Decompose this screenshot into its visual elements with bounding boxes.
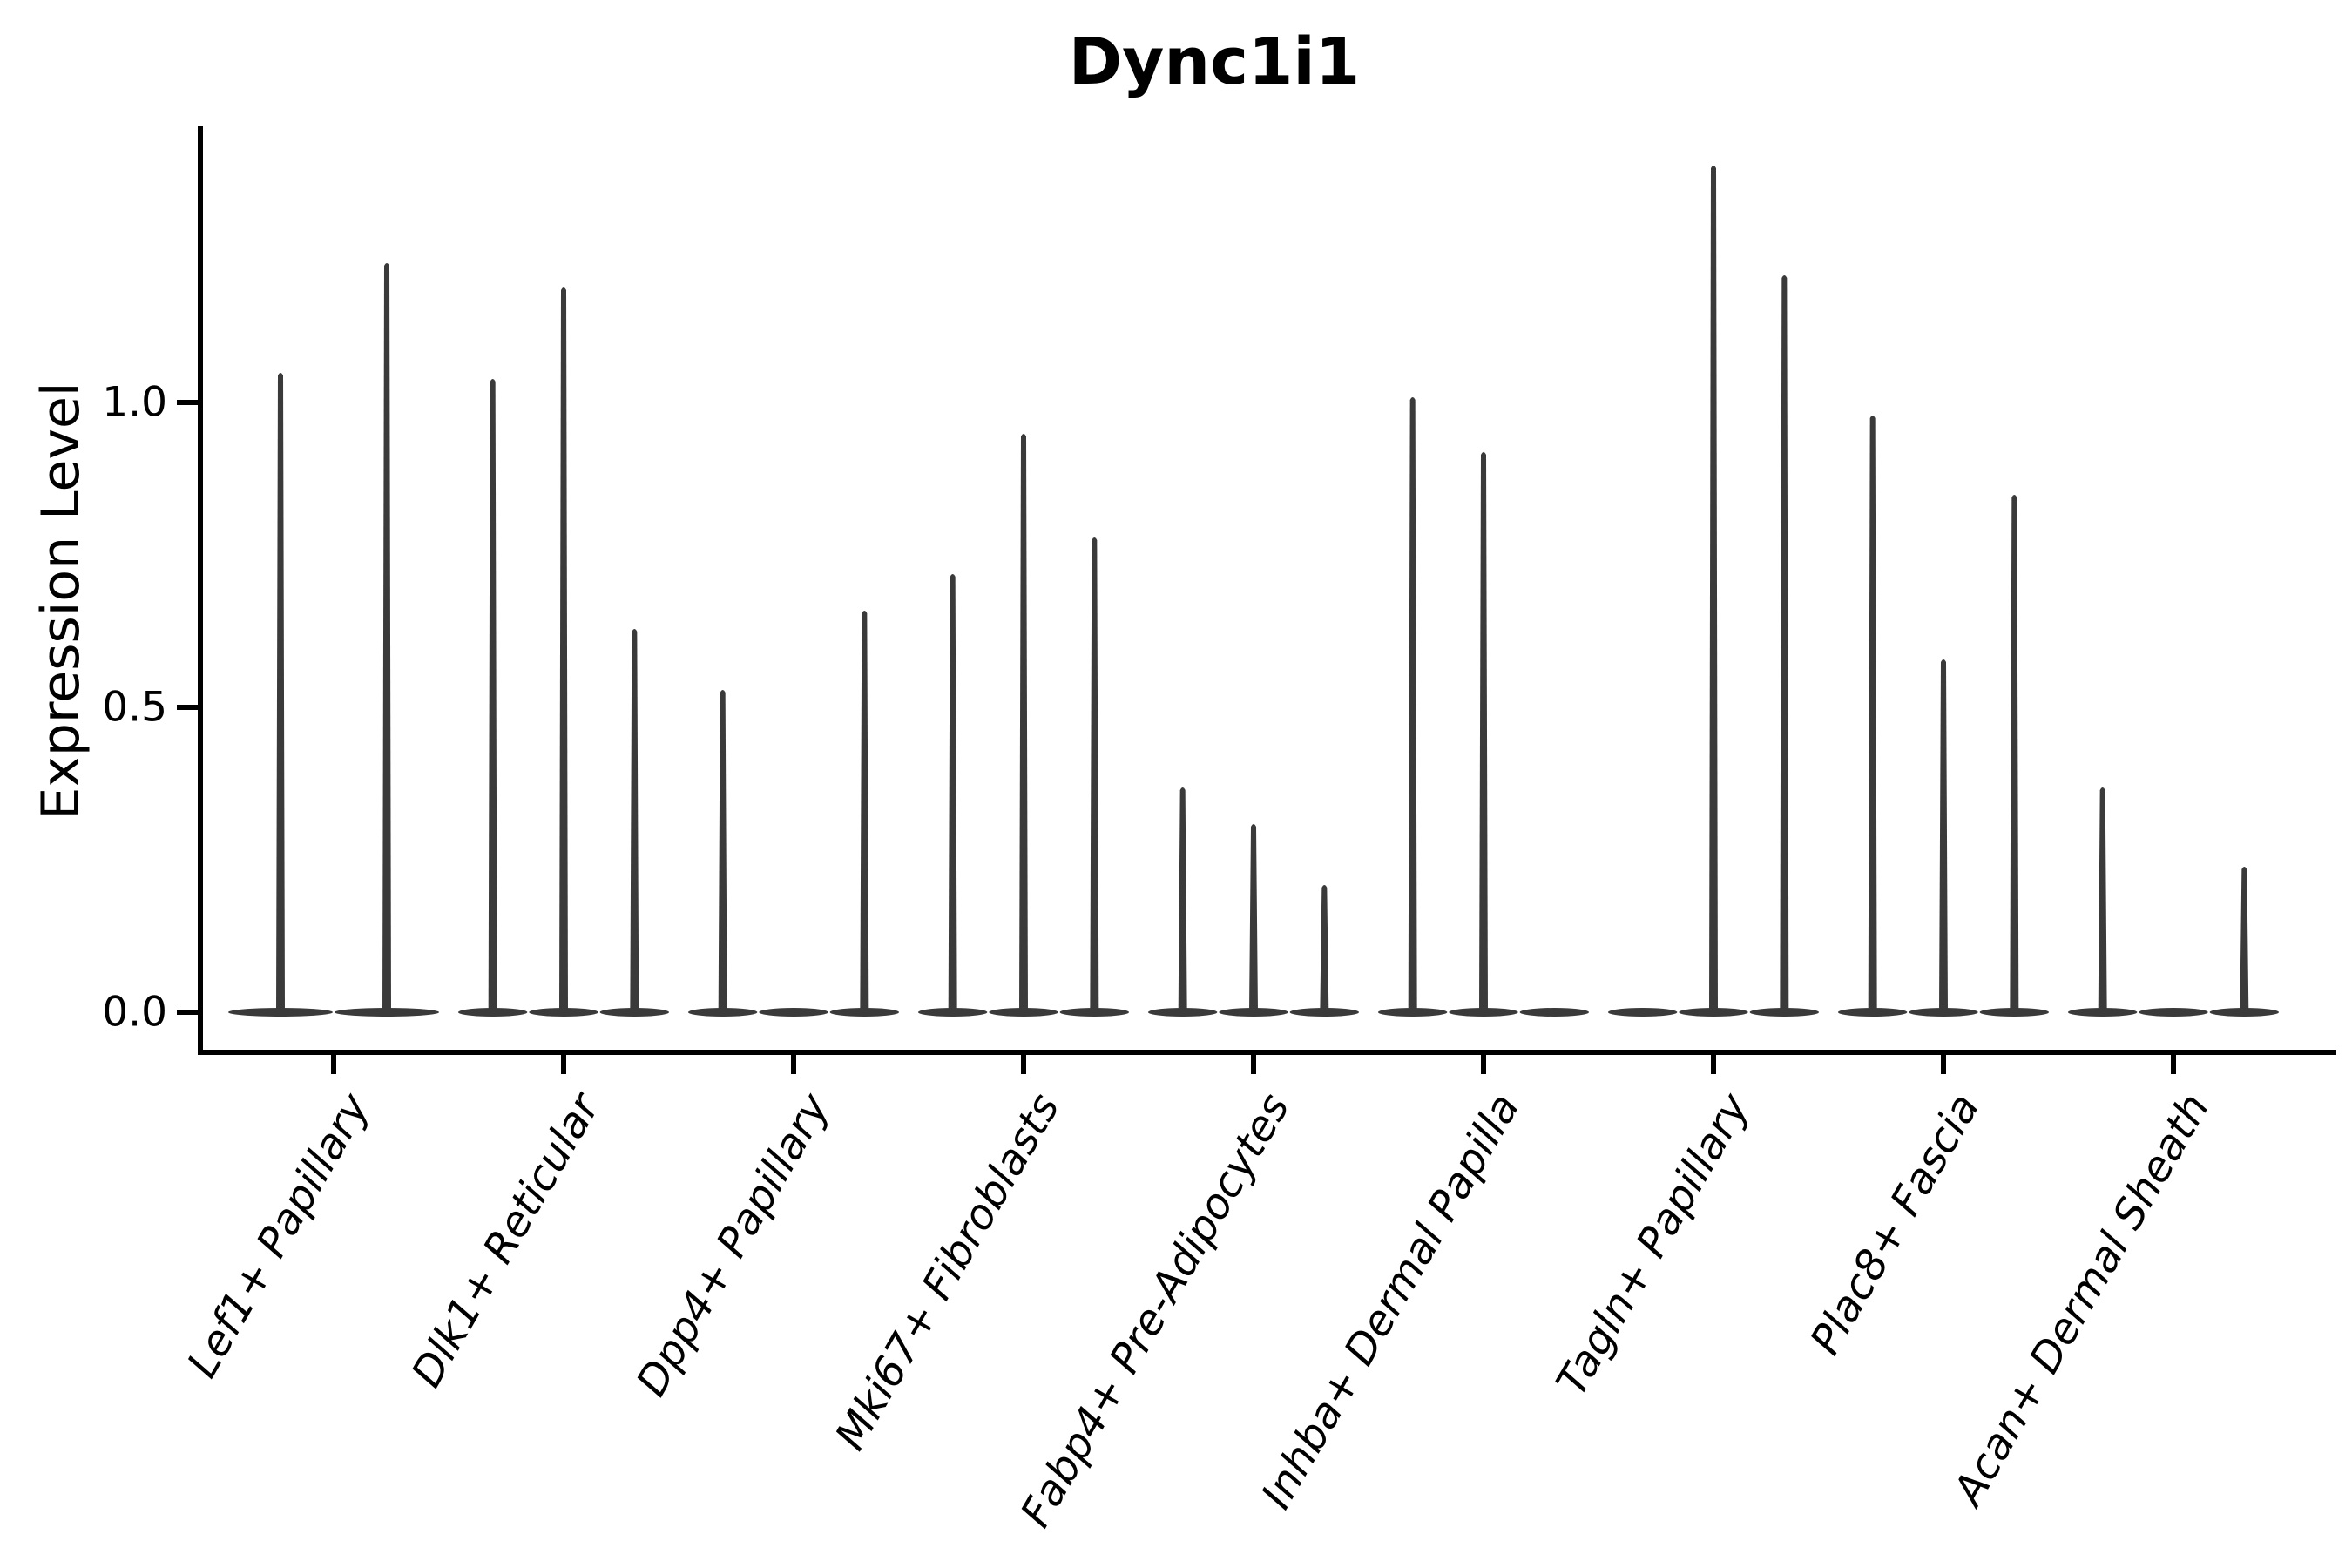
- x-tick: [791, 1055, 796, 1074]
- x-tick: [1711, 1055, 1716, 1074]
- violin-body: [1608, 1008, 1678, 1017]
- x-tick: [2171, 1055, 2176, 1074]
- violin-body: [1519, 1008, 1590, 1017]
- x-category-label: Dpp4+ Papillary: [627, 1085, 840, 1404]
- x-category-label: Acan+ Dermal Sheath: [1943, 1085, 2219, 1516]
- violin-spike: [630, 629, 639, 1012]
- violin-spike: [860, 611, 869, 1012]
- x-tick: [331, 1055, 336, 1074]
- violin-spike: [2098, 787, 2107, 1012]
- x-tick: [561, 1055, 566, 1074]
- x-category-label: Inhba+ Dermal Papilla: [1252, 1085, 1529, 1517]
- violin-spike: [1479, 452, 1488, 1012]
- violin-spike: [1178, 787, 1187, 1012]
- x-tick: [1941, 1055, 1946, 1074]
- violin-spike: [1320, 885, 1329, 1012]
- violin-body: [2139, 1008, 2208, 1017]
- y-tick-label: 1.0: [102, 379, 167, 427]
- violin-spike: [1090, 537, 1099, 1012]
- chart-title: Dync1i1: [1068, 24, 1361, 99]
- y-tick: [177, 705, 198, 710]
- violin-spike: [1780, 275, 1789, 1012]
- y-tick-label: 0.5: [102, 684, 167, 732]
- violin-spike: [1709, 166, 1718, 1012]
- violin-spike: [2010, 495, 2019, 1012]
- violin-spike: [276, 373, 285, 1012]
- x-category-label: Tagln+ Papillary: [1547, 1085, 1760, 1403]
- violin-spike: [488, 379, 497, 1012]
- violin-spike: [1249, 824, 1258, 1012]
- y-tick: [177, 400, 198, 405]
- violin-spike: [718, 690, 727, 1012]
- x-category-label: Dlk1+ Reticular: [402, 1083, 611, 1396]
- violin-spike: [1408, 397, 1417, 1012]
- violin-spike: [559, 287, 568, 1012]
- x-tick: [1481, 1055, 1486, 1074]
- x-category-label: Lef1+ Papillary: [178, 1085, 380, 1385]
- violin-spike: [948, 574, 957, 1012]
- y-tick: [177, 1010, 198, 1015]
- x-axis-spine: [198, 1050, 2336, 1055]
- x-category-label: Mki67+ Fibroblasts: [826, 1085, 1069, 1458]
- violin-spike: [1939, 659, 1948, 1012]
- y-tick-label: 0.0: [102, 989, 167, 1037]
- violin-spike: [1019, 434, 1028, 1012]
- violin-spike: [382, 263, 391, 1012]
- x-category-label: Fabp4+ Pre-Adipocytes: [1011, 1085, 1300, 1536]
- x-tick: [1251, 1055, 1256, 1074]
- violin-spike: [2240, 867, 2249, 1012]
- x-tick: [1021, 1055, 1026, 1074]
- y-axis-spine: [198, 126, 203, 1055]
- violin-body: [759, 1008, 828, 1017]
- violin-spike: [1868, 416, 1877, 1012]
- x-category-label: Plac8+ Fascia: [1801, 1085, 1989, 1362]
